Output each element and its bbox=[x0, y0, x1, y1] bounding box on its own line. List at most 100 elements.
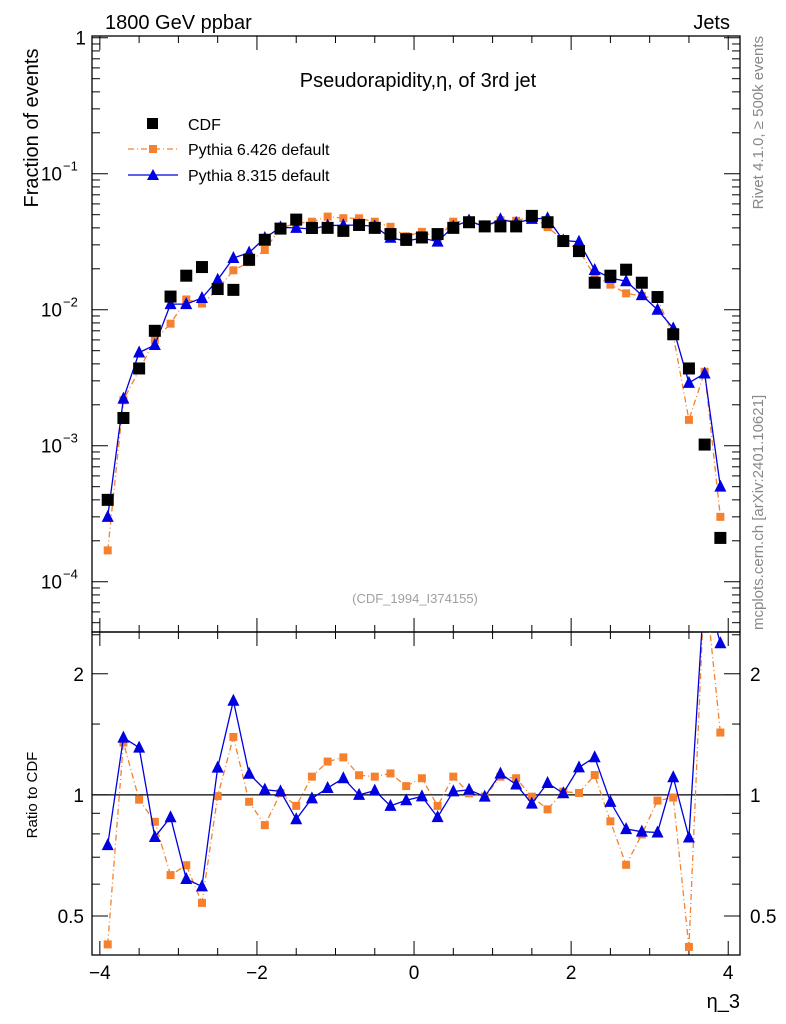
ratio-point-pythia-6-426-default bbox=[716, 728, 725, 737]
x-axis-label: η_3 bbox=[707, 991, 740, 1013]
ratio-point-pythia-6-426-default bbox=[166, 871, 175, 880]
data-point-pythia-8-315-default bbox=[431, 234, 444, 247]
ratio-tick-label: 1 bbox=[73, 786, 84, 807]
data-point-cdf bbox=[180, 269, 193, 282]
watermark: (CDF_1994_I374155) bbox=[352, 591, 478, 606]
data-point-cdf bbox=[667, 328, 680, 341]
data-point-cdf bbox=[651, 291, 664, 304]
ratio-point-pythia-6-426-default bbox=[323, 757, 332, 766]
ratio-point-pythia-6-426-default bbox=[417, 774, 426, 783]
data-point-pythia-8-315-default bbox=[101, 509, 114, 522]
ratio-tick-label: 2 bbox=[73, 665, 84, 686]
data-point-pythia-8-315-default bbox=[180, 297, 193, 310]
ratio-point-pythia-8-315-default bbox=[557, 786, 570, 799]
y-tick-exponent: −1 bbox=[63, 159, 78, 174]
data-point-cdf bbox=[604, 269, 617, 282]
ratio-tick-label-right: 2 bbox=[750, 665, 761, 686]
ratio-point-pythia-8-315-default bbox=[620, 822, 633, 835]
data-point-pythia-8-315-default bbox=[133, 345, 146, 358]
data-point-pythia-6-426-default bbox=[229, 266, 238, 275]
legend: CDF Pythia 6.426 default Pythia 8.315 de… bbox=[128, 117, 330, 185]
ratio-point-pythia-6-426-default bbox=[684, 942, 693, 951]
ratio-point-pythia-6-426-default bbox=[197, 898, 206, 907]
data-point-cdf bbox=[117, 411, 130, 424]
ratio-point-pythia-8-315-default bbox=[337, 771, 350, 784]
ratio-point-pythia-6-426-default bbox=[135, 795, 144, 804]
data-point-cdf bbox=[478, 220, 491, 233]
ratio-point-pythia-8-315-default bbox=[714, 636, 727, 649]
ratio-point-pythia-6-426-default bbox=[339, 753, 348, 762]
ratio-point-pythia-6-426-default bbox=[543, 805, 552, 814]
ratio-point-pythia-6-426-default bbox=[307, 772, 316, 781]
ratio-point-pythia-8-315-default bbox=[525, 796, 538, 809]
data-point-cdf bbox=[274, 222, 287, 235]
ratio-point-pythia-8-315-default bbox=[305, 791, 318, 804]
data-point-pythia-8-315-default bbox=[651, 302, 664, 315]
header-left: 1800 GeV ppbar bbox=[105, 12, 252, 34]
data-point-pythia-6-426-default bbox=[103, 546, 112, 555]
data-point-pythia-8-315-default bbox=[211, 272, 224, 285]
y-tick-label: 10 bbox=[41, 165, 62, 186]
data-point-cdf bbox=[353, 218, 366, 231]
data-point-cdf bbox=[682, 362, 695, 375]
ratio-point-pythia-8-315-default bbox=[353, 787, 366, 800]
ratio-point-pythia-8-315-default bbox=[258, 782, 271, 795]
data-point-pythia-8-315-default bbox=[714, 479, 727, 492]
legend-marker-pythia6 bbox=[149, 145, 157, 153]
ratio-point-pythia-8-315-default bbox=[148, 830, 161, 843]
data-point-cdf bbox=[588, 276, 601, 289]
ratio-tick-label: 0.5 bbox=[58, 907, 84, 928]
ratio-point-pythia-6-426-default bbox=[606, 817, 615, 826]
data-point-cdf bbox=[415, 231, 428, 244]
ratio-point-pythia-6-426-default bbox=[669, 793, 678, 802]
ratio-point-pythia-8-315-default bbox=[510, 777, 523, 790]
ratio-point-pythia-8-315-default bbox=[180, 871, 193, 884]
series-line-pythia-6-426-default bbox=[107, 215, 722, 551]
ratio-point-pythia-8-315-default bbox=[699, 578, 711, 590]
ratio-point-pythia-8-315-default bbox=[400, 793, 413, 806]
data-point-pythia-6-426-default bbox=[339, 214, 348, 223]
data-point-pythia-8-315-default bbox=[164, 297, 177, 310]
ratio-point-pythia-8-315-default bbox=[635, 824, 648, 837]
legend-label-cdf: CDF bbox=[188, 117, 221, 134]
data-point-cdf bbox=[541, 216, 554, 229]
data-point-pythia-8-315-default bbox=[588, 262, 601, 275]
ratio-point-pythia-6-426-default bbox=[402, 782, 411, 791]
data-point-pythia-6-426-default bbox=[590, 272, 599, 281]
y-tick-exponent: −4 bbox=[63, 567, 78, 582]
data-point-cdf bbox=[635, 276, 648, 289]
ratio-y-axis-label: Ratio to CDF bbox=[24, 752, 41, 839]
data-point-pythia-6-426-default bbox=[197, 299, 206, 308]
data-point-cdf bbox=[368, 221, 381, 234]
chart-title: Pseudorapidity,η, of 3rd jet bbox=[300, 70, 537, 92]
ratio-point-pythia-8-315-default bbox=[243, 766, 256, 779]
data-point-cdf bbox=[211, 283, 224, 296]
ratio-point-pythia-6-426-default bbox=[229, 732, 238, 741]
data-point-cdf bbox=[305, 221, 318, 234]
data-point-pythia-8-315-default bbox=[195, 290, 208, 303]
data-point-cdf bbox=[557, 235, 570, 248]
y-tick-label: 10 bbox=[41, 301, 62, 322]
ratio-point-pythia-6-426-default bbox=[245, 797, 254, 806]
legend-marker-pythia8 bbox=[147, 169, 159, 180]
data-point-pythia-6-426-default bbox=[716, 512, 725, 521]
data-point-pythia-6-426-default bbox=[260, 245, 269, 254]
x-tick-label: −4 bbox=[89, 963, 111, 984]
data-point-cdf bbox=[620, 263, 633, 276]
data-point-cdf bbox=[510, 220, 523, 233]
x-tick-label: 4 bbox=[723, 963, 734, 984]
data-point-pythia-8-315-default bbox=[148, 338, 161, 351]
data-point-pythia-8-315-default bbox=[635, 288, 648, 301]
ratio-point-pythia-6-426-default bbox=[449, 772, 458, 781]
ratio-point-pythia-8-315-default bbox=[384, 798, 397, 811]
ratio-point-pythia-8-315-default bbox=[195, 879, 208, 892]
ratio-point-pythia-8-315-default bbox=[117, 730, 130, 743]
data-point-pythia-8-315-default bbox=[620, 274, 633, 287]
y-tick-label: 10 bbox=[41, 437, 62, 458]
data-point-cdf bbox=[227, 283, 240, 296]
ratio-point-pythia-6-426-default bbox=[574, 788, 583, 797]
side-label-mcplots: mcplots.cern.ch [arXiv:2401.10621] bbox=[750, 395, 767, 630]
data-point-cdf bbox=[148, 324, 161, 337]
data-point-pythia-8-315-default bbox=[290, 220, 303, 233]
data-point-pythia-8-315-default bbox=[572, 234, 585, 247]
